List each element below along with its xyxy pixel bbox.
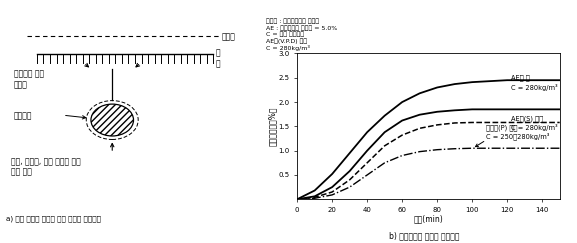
Text: 감수제(P) 혼입
C = 250～280kg/m³: 감수제(P) 혼입 C = 250～280kg/m³ [486, 125, 549, 140]
Text: C = 280kg/m³: C = 280kg/m³ [511, 124, 557, 131]
Text: 시멘트 : 보통포틀랜드 시멘트
AE : 콘크리트의 공기량 = 5.0%
C = 단위 시멘트량
AE제(V.P.D) 혼입
C = 280kg/m³: 시멘트 : 보통포틀랜드 시멘트 AE : 콘크리트의 공기량 = 5.0% C… [265, 18, 337, 51]
Text: 침하력에 의한
인장력: 침하력에 의한 인장력 [14, 69, 44, 89]
Text: a) 철근 상단의 균열과 철근 하단의 공극생성: a) 철근 상단의 균열과 철근 하단의 공극생성 [6, 215, 101, 222]
Text: AE제 無: AE제 無 [511, 74, 530, 81]
Circle shape [91, 104, 133, 136]
X-axis label: 시간(min): 시간(min) [414, 214, 443, 223]
Text: 침하, 블리딩, 부상 기포에 의한
공극 생성: 침하, 블리딩, 부상 기포에 의한 공극 생성 [11, 157, 81, 176]
Y-axis label: 블리딩수량（%）: 블리딩수량（%） [268, 107, 277, 146]
Text: C = 280kg/m³: C = 280kg/m³ [511, 84, 557, 91]
Text: b) 콘크리트의 블리딩 시험결과: b) 콘크리트의 블리딩 시험결과 [389, 232, 459, 241]
Text: 수평철근: 수평철근 [14, 112, 32, 121]
Text: 타설시: 타설시 [222, 32, 235, 41]
Text: 침
하: 침 하 [216, 49, 221, 68]
Text: AE제(S) 혼입: AE제(S) 혼입 [511, 115, 543, 122]
